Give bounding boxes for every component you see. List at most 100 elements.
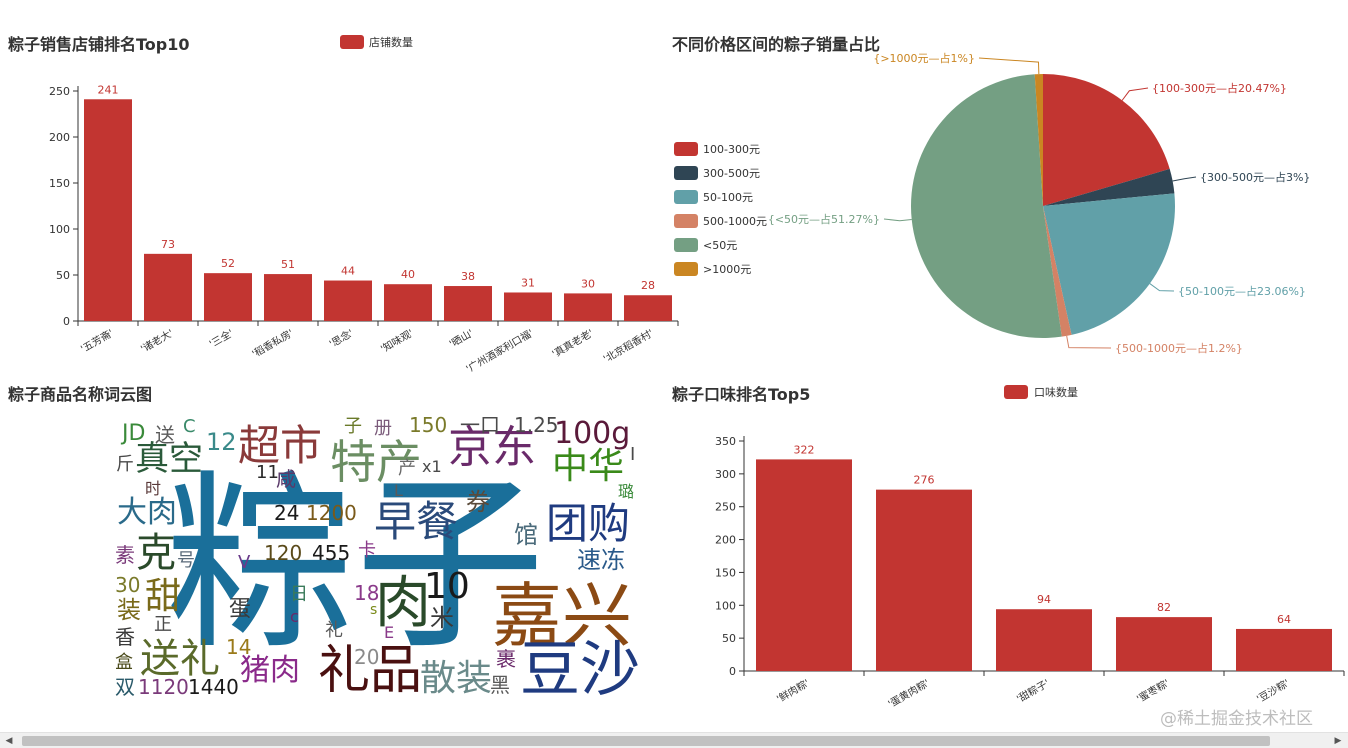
bar[interactable] xyxy=(264,274,312,321)
bar-value-label: 241 xyxy=(98,83,119,96)
wordcloud-word: 肉 xyxy=(375,571,431,636)
pie-slice[interactable] xyxy=(1043,206,1072,337)
bar[interactable] xyxy=(144,253,192,321)
wordcloud-word: 1200 xyxy=(306,501,357,525)
wordcloud-word: 455 xyxy=(312,541,350,565)
bar[interactable] xyxy=(996,609,1092,671)
scroll-left-icon[interactable]: ◀ xyxy=(5,736,13,746)
pie-slice-label: {>1000元—占1%} xyxy=(873,51,975,65)
bar-value-label: 82 xyxy=(1157,601,1171,614)
bar-value-label: 28 xyxy=(641,279,655,292)
x-tick-label: '蛋黄肉粽' xyxy=(886,676,932,710)
wordcloud-word: 100g xyxy=(554,416,630,451)
shop-legend-swatch[interactable] xyxy=(340,35,364,49)
wordcloud-title: 粽子商品名称词云图 xyxy=(8,385,152,404)
scroll-right-icon[interactable]: ▶ xyxy=(1334,736,1342,746)
x-tick-label: '诸老大' xyxy=(138,326,175,355)
wordcloud-word: 蛋 xyxy=(229,597,251,622)
wordcloud-word: 30 xyxy=(115,573,140,597)
y-tick-label: 250 xyxy=(715,501,736,514)
bar[interactable] xyxy=(504,292,552,321)
pie-slice-label: {500-1000元—占1.2%} xyxy=(1115,341,1243,355)
bar[interactable] xyxy=(444,286,492,321)
bar-value-label: 30 xyxy=(581,277,595,290)
wordcloud-word: 斤 xyxy=(116,454,134,475)
bar-value-label: 51 xyxy=(281,258,295,271)
bar[interactable] xyxy=(756,459,852,671)
price-legend-swatch[interactable] xyxy=(674,238,698,252)
x-tick-label: '稻香私房' xyxy=(250,326,296,360)
flavor-legend-label: 口味数量 xyxy=(1034,386,1078,399)
wordcloud-word: 甜 xyxy=(145,576,181,617)
bar-value-label: 322 xyxy=(794,443,815,456)
wordcloud-word: E xyxy=(384,623,394,642)
wordcloud-word: I xyxy=(630,444,635,465)
wordcloud-word: 14 xyxy=(226,635,251,659)
wordcloud-word: 璐 xyxy=(618,482,634,501)
wordcloud-word: 装 xyxy=(117,596,141,624)
price-legend-swatch[interactable] xyxy=(674,190,698,204)
bar[interactable] xyxy=(84,99,132,321)
wordcloud-word: 12 xyxy=(206,428,237,456)
wordcloud-word: 10 xyxy=(424,566,470,607)
wordcloud-word: 11 xyxy=(256,462,279,483)
bar-value-label: 73 xyxy=(161,238,175,251)
wordcloud-word: 裹 xyxy=(496,647,516,671)
y-tick-label: 50 xyxy=(722,632,736,645)
wordcloud-word: 大肉 xyxy=(117,495,177,530)
price-legend-swatch[interactable] xyxy=(674,142,698,156)
pie-slice[interactable] xyxy=(1034,74,1043,206)
wordcloud-word: 1120 xyxy=(138,675,189,699)
pie-slice[interactable] xyxy=(1043,168,1175,206)
price-legend-label: <50元 xyxy=(703,239,737,252)
y-tick-label: 150 xyxy=(49,177,70,190)
x-tick-label: '真真老老' xyxy=(550,326,596,360)
bar[interactable] xyxy=(1116,617,1212,671)
wordcloud-word: 猪肉 xyxy=(240,653,300,688)
pie-slice-label: {300-500元—占3%} xyxy=(1200,170,1310,184)
pie-slice[interactable] xyxy=(1043,193,1175,335)
wordcloud-word: 咸 xyxy=(276,467,296,491)
wordcloud-word: 时 xyxy=(145,479,161,498)
scroll-thumb[interactable] xyxy=(22,736,1270,746)
x-tick-label: '广州酒家利口福' xyxy=(464,326,536,375)
flavor-legend-swatch[interactable] xyxy=(1004,385,1028,399)
x-tick-label: '鲜肉粽' xyxy=(774,676,811,705)
bar[interactable] xyxy=(1236,628,1332,671)
pie-label-line xyxy=(1149,283,1175,292)
wordcloud-word: 子 xyxy=(344,416,362,437)
x-tick-label: '甜粽子' xyxy=(1014,676,1051,705)
wordcloud-word: 一口 xyxy=(460,413,500,437)
watermark: @稀土掘金技术社区 xyxy=(1160,709,1313,729)
bar[interactable] xyxy=(564,293,612,321)
price-legend-label: 500-1000元 xyxy=(703,215,767,228)
wordcloud-word: 号 xyxy=(177,550,195,571)
wordcloud-word: L xyxy=(394,481,403,500)
horizontal-scrollbar[interactable]: ◀ ▶ xyxy=(0,732,1348,748)
y-tick-label: 250 xyxy=(49,85,70,98)
bar[interactable] xyxy=(204,273,252,321)
wordcloud-word: 团购 xyxy=(546,499,630,548)
bar[interactable] xyxy=(624,295,672,321)
price-legend-swatch[interactable] xyxy=(674,214,698,228)
bar[interactable] xyxy=(876,489,972,671)
pie-slice[interactable] xyxy=(911,74,1062,338)
x-tick-label: '思念' xyxy=(327,326,356,350)
bar[interactable] xyxy=(384,284,432,321)
wordcloud-word: 嘉兴 xyxy=(492,575,632,657)
price-legend-swatch[interactable] xyxy=(674,166,698,180)
wordcloud-word: 超市 xyxy=(238,421,322,470)
wordcloud-word: 送礼 xyxy=(140,636,220,682)
flavor-bars: 322 276 94 82 64 xyxy=(756,443,1332,671)
wordcloud-word: 速冻 xyxy=(577,546,625,574)
wordcloud-word: 产 xyxy=(398,458,416,479)
wordcloud-word: 券 xyxy=(466,488,490,516)
wordcloud-word: 1440 xyxy=(188,675,239,699)
y-tick-label: 0 xyxy=(729,665,736,678)
price-legend-swatch[interactable] xyxy=(674,262,698,276)
pie-slice[interactable] xyxy=(1043,74,1170,206)
bar[interactable] xyxy=(324,280,372,321)
wordcloud-word: 散装 xyxy=(420,658,492,699)
wordcloud-word: 20 xyxy=(354,645,379,669)
